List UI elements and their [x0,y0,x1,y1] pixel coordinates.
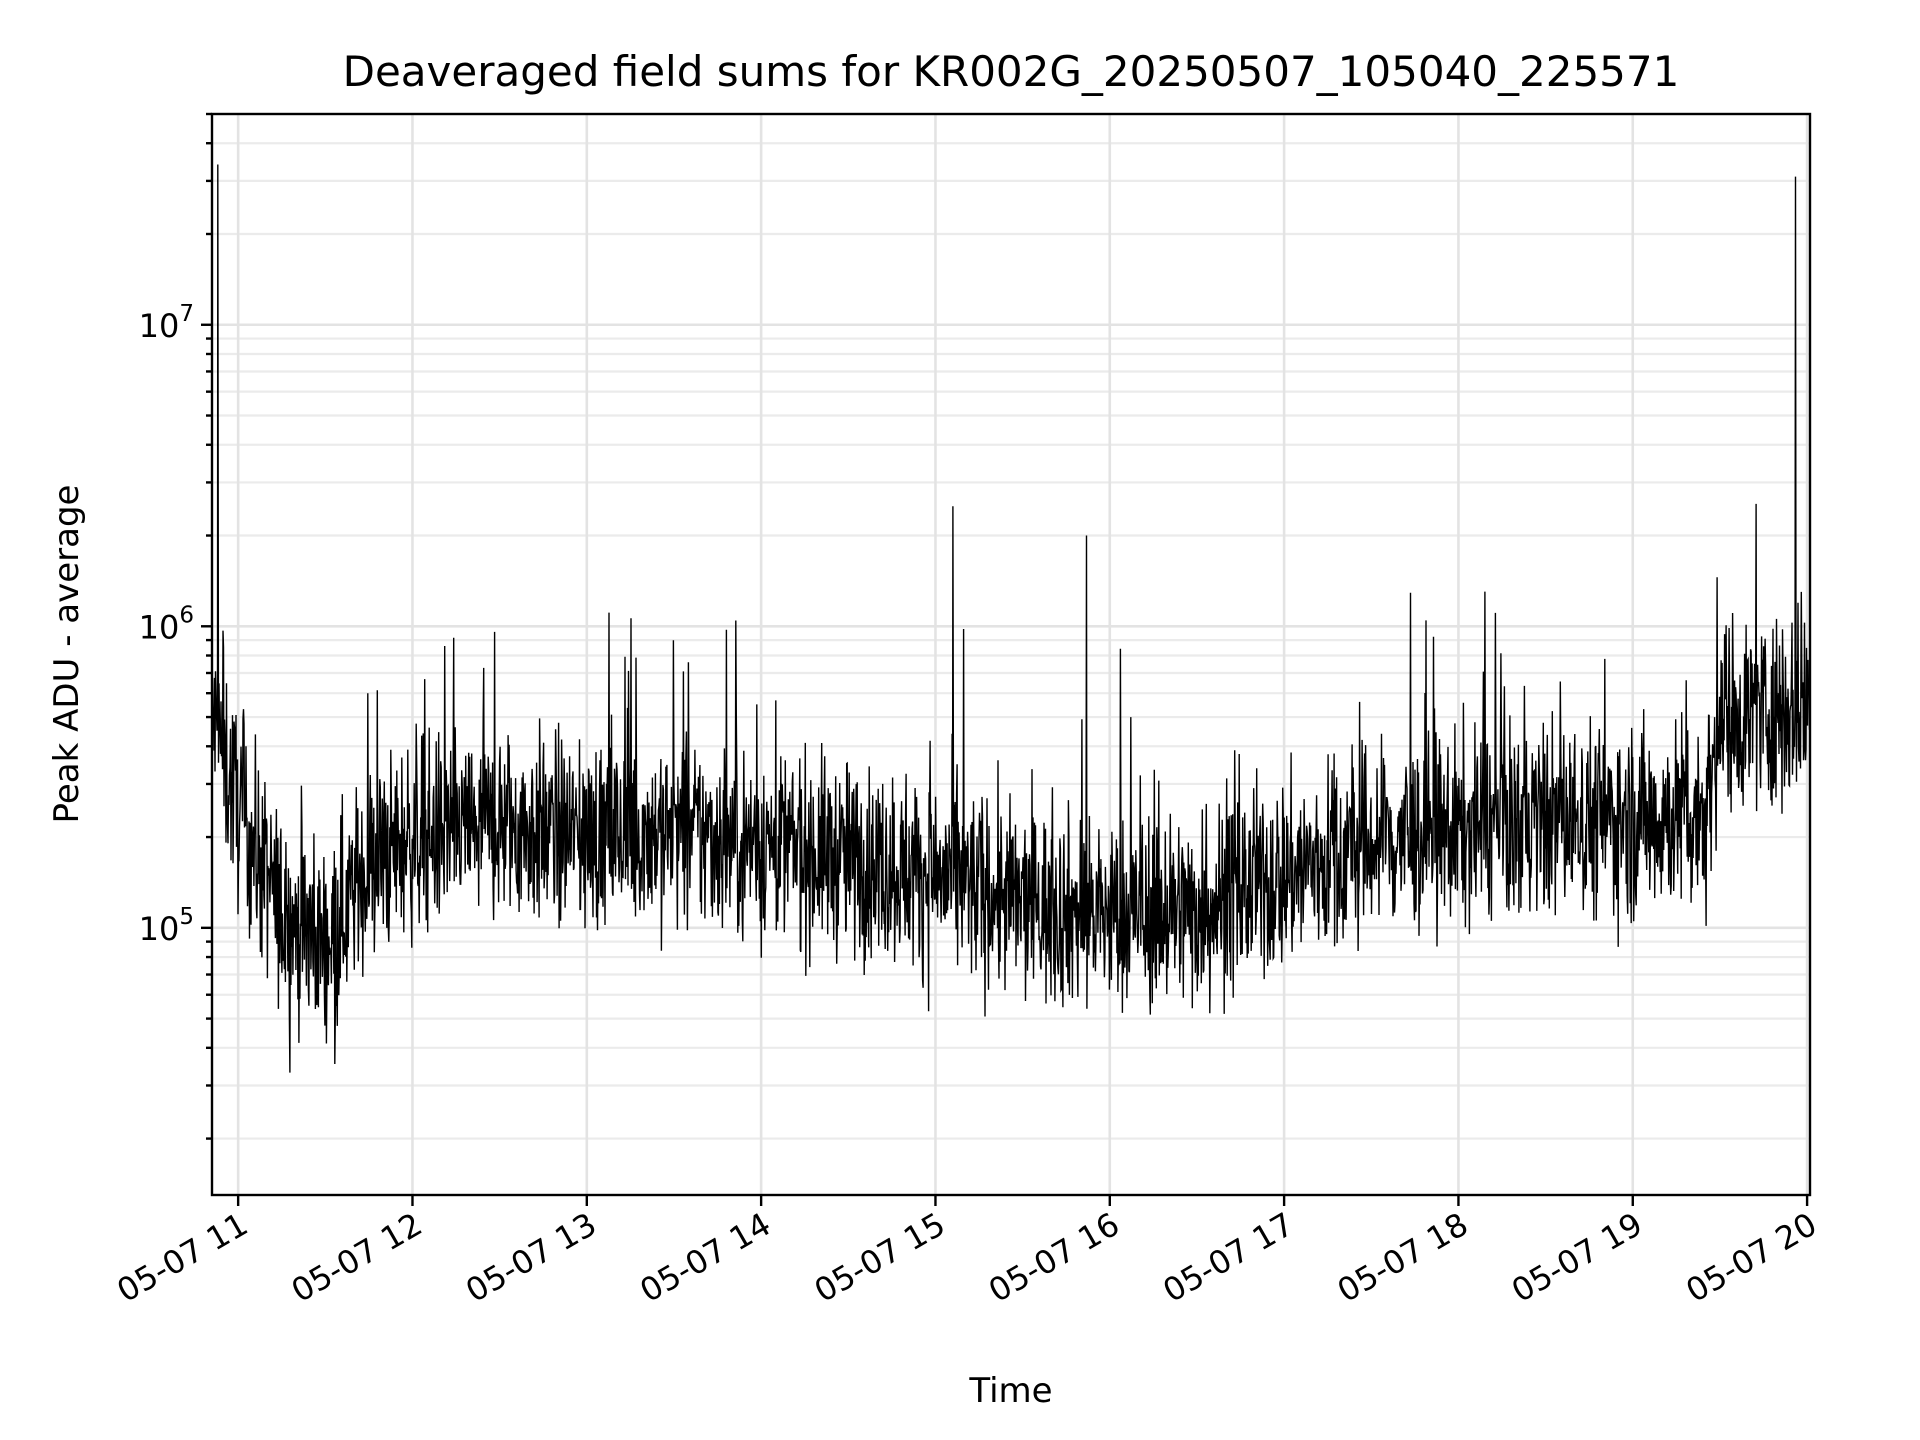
x-tick-label: 05-07 17 [1157,1205,1301,1310]
y-tick-label: 106 [139,602,194,646]
x-axis-label: Time [968,1371,1052,1411]
x-tick-label: 05-07 20 [1679,1205,1823,1310]
x-tick-label: 05-07 18 [1331,1205,1475,1310]
grid [212,112,1810,1195]
x-tick-label: 05-07 11 [111,1205,255,1310]
x-tick-label: 05-07 13 [459,1205,603,1310]
x-axis: 05-07 11 05-07 12 05-07 13 05-07 14 05-07 15… [111,1195,1823,1310]
y-axis: 105 106 107 [139,112,212,1140]
series-layer [211,164,1811,1073]
x-tick-label: 05-07 15 [808,1205,952,1310]
x-tick-label: 05-07 19 [1505,1205,1649,1310]
y-axis-label: Peak ADU - average [47,485,87,824]
y-tick-label: 107 [139,301,194,345]
series-line [211,164,1811,1073]
x-tick-label: 05-07 12 [285,1205,429,1310]
chart-title: Deaveraged field sums for KR002G_2025050… [343,47,1680,96]
x-tick-label: 05-07 16 [982,1205,1126,1310]
y-tick-label: 105 [139,904,194,948]
x-tick-label: 05-07 14 [634,1205,778,1310]
